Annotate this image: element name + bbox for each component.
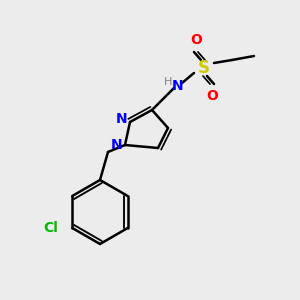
Text: O: O bbox=[190, 33, 202, 47]
Text: N: N bbox=[111, 138, 123, 152]
Text: O: O bbox=[206, 89, 218, 103]
Text: H: H bbox=[164, 77, 172, 87]
Text: N: N bbox=[172, 79, 184, 93]
Text: N: N bbox=[116, 112, 128, 126]
Text: Cl: Cl bbox=[44, 221, 58, 235]
Text: S: S bbox=[198, 59, 210, 77]
